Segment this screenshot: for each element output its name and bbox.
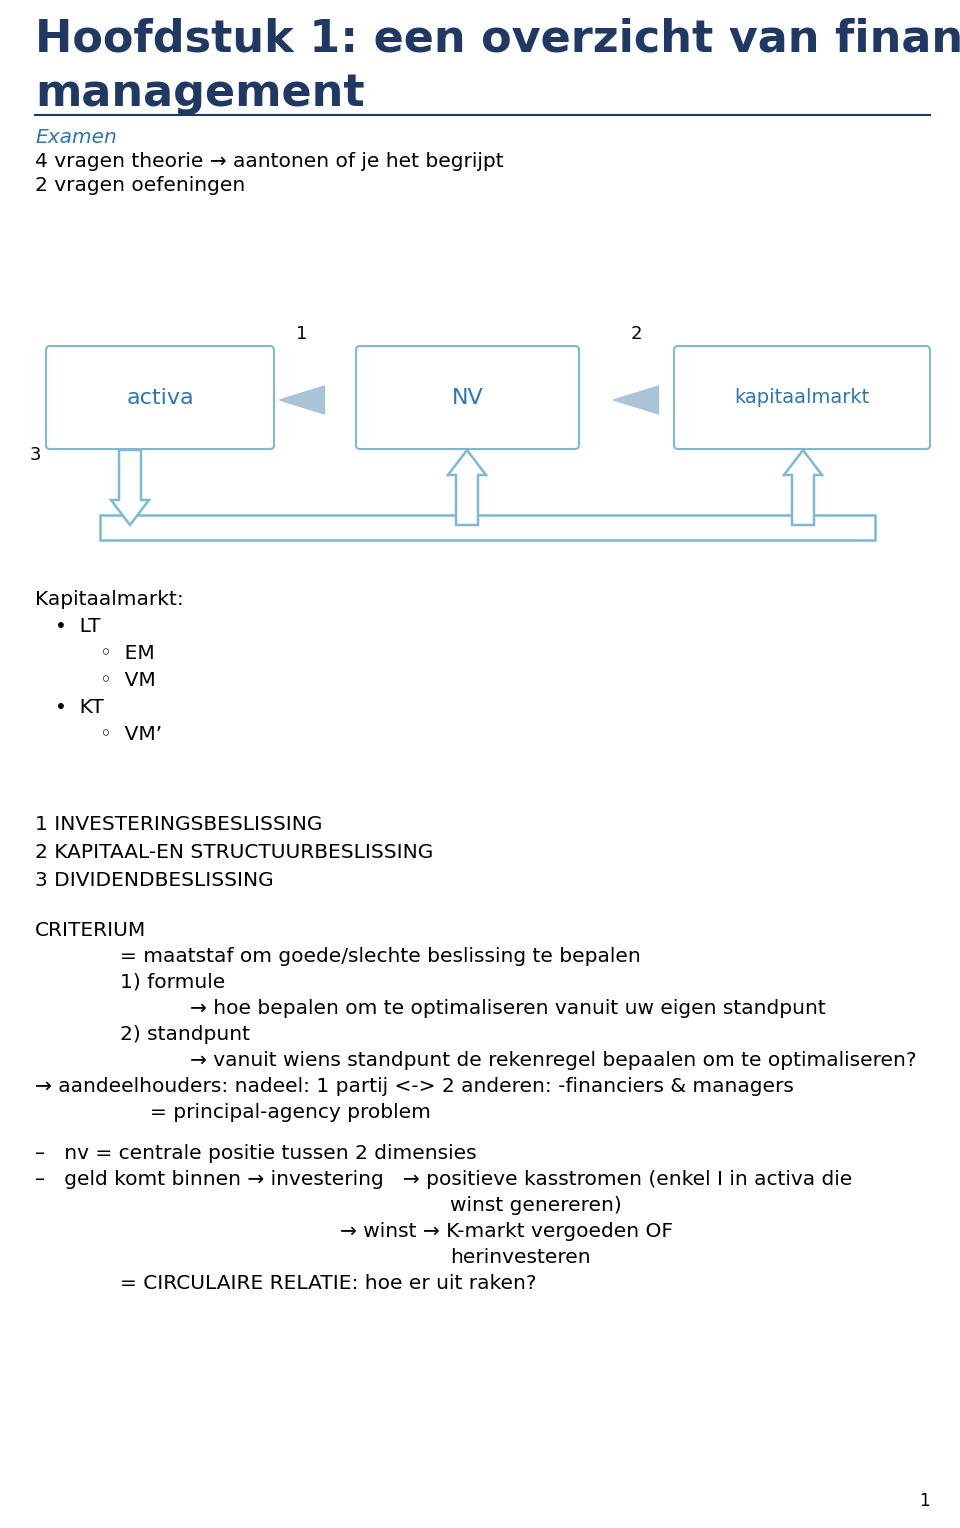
Text: Hoofdstuk 1: een overzicht van financieel: Hoofdstuk 1: een overzicht van financiee… bbox=[35, 18, 960, 61]
Text: ◦  EM: ◦ EM bbox=[100, 643, 155, 663]
Text: → aandeelhouders: nadeel: 1 partij <-> 2 anderen: -financiers & managers: → aandeelhouders: nadeel: 1 partij <-> 2… bbox=[35, 1077, 794, 1096]
Text: herinvesteren: herinvesteren bbox=[450, 1248, 590, 1267]
Text: 3: 3 bbox=[30, 446, 41, 465]
Text: 1: 1 bbox=[297, 325, 308, 342]
Polygon shape bbox=[784, 451, 822, 526]
Polygon shape bbox=[448, 451, 486, 526]
Polygon shape bbox=[111, 451, 149, 526]
Text: = CIRCULAIRE RELATIE: hoe er uit raken?: = CIRCULAIRE RELATIE: hoe er uit raken? bbox=[120, 1274, 537, 1293]
Text: •  LT: • LT bbox=[55, 617, 101, 636]
Text: –   nv = centrale positie tussen 2 dimensies: – nv = centrale positie tussen 2 dimensi… bbox=[35, 1144, 476, 1163]
Text: 1 INVESTERINGSBESLISSING: 1 INVESTERINGSBESLISSING bbox=[35, 814, 323, 834]
Text: → winst → K-markt vergoeden OF: → winst → K-markt vergoeden OF bbox=[340, 1222, 673, 1241]
Text: ◦  VM’: ◦ VM’ bbox=[100, 724, 162, 744]
Text: = maatstaf om goede/slechte beslissing te bepalen: = maatstaf om goede/slechte beslissing t… bbox=[120, 947, 640, 966]
Bar bbox=[100, 515, 875, 539]
Polygon shape bbox=[279, 387, 324, 414]
Text: 2 vragen oefeningen: 2 vragen oefeningen bbox=[35, 176, 245, 196]
FancyBboxPatch shape bbox=[356, 345, 579, 449]
Text: management: management bbox=[35, 72, 365, 115]
Text: Examen: Examen bbox=[35, 128, 117, 147]
Text: = principal-agency problem: = principal-agency problem bbox=[150, 1103, 431, 1122]
Text: 2: 2 bbox=[631, 325, 641, 342]
Text: CRITERIUM: CRITERIUM bbox=[35, 921, 146, 940]
Text: → vanuit wiens standpunt de rekenregel bepaalen om te optimaliseren?: → vanuit wiens standpunt de rekenregel b… bbox=[190, 1051, 917, 1070]
Text: 2 KAPITAAL-EN STRUCTUURBESLISSING: 2 KAPITAAL-EN STRUCTUURBESLISSING bbox=[35, 843, 433, 862]
Polygon shape bbox=[613, 387, 659, 414]
Text: Kapitaalmarkt:: Kapitaalmarkt: bbox=[35, 590, 183, 610]
FancyBboxPatch shape bbox=[46, 345, 274, 449]
Text: → hoe bepalen om te optimaliseren vanuit uw eigen standpunt: → hoe bepalen om te optimaliseren vanuit… bbox=[190, 999, 826, 1018]
Text: ◦  VM: ◦ VM bbox=[100, 671, 156, 691]
Text: activa: activa bbox=[126, 388, 194, 408]
Text: kapitaalmarkt: kapitaalmarkt bbox=[734, 388, 870, 406]
Text: NV: NV bbox=[451, 388, 484, 408]
Text: 2) standpunt: 2) standpunt bbox=[120, 1025, 250, 1044]
Text: 4 vragen theorie → aantonen of je het begrijpt: 4 vragen theorie → aantonen of je het be… bbox=[35, 151, 504, 171]
Text: 1: 1 bbox=[920, 1491, 930, 1510]
Text: winst genereren): winst genereren) bbox=[450, 1196, 622, 1215]
Text: 3 DIVIDENDBESLISSING: 3 DIVIDENDBESLISSING bbox=[35, 871, 274, 889]
Text: –   geld komt binnen → investering   → positieve kasstromen (enkel I in activa d: – geld komt binnen → investering → posit… bbox=[35, 1170, 852, 1189]
Text: •  KT: • KT bbox=[55, 698, 104, 717]
FancyBboxPatch shape bbox=[674, 345, 930, 449]
Text: 1) formule: 1) formule bbox=[120, 973, 226, 992]
